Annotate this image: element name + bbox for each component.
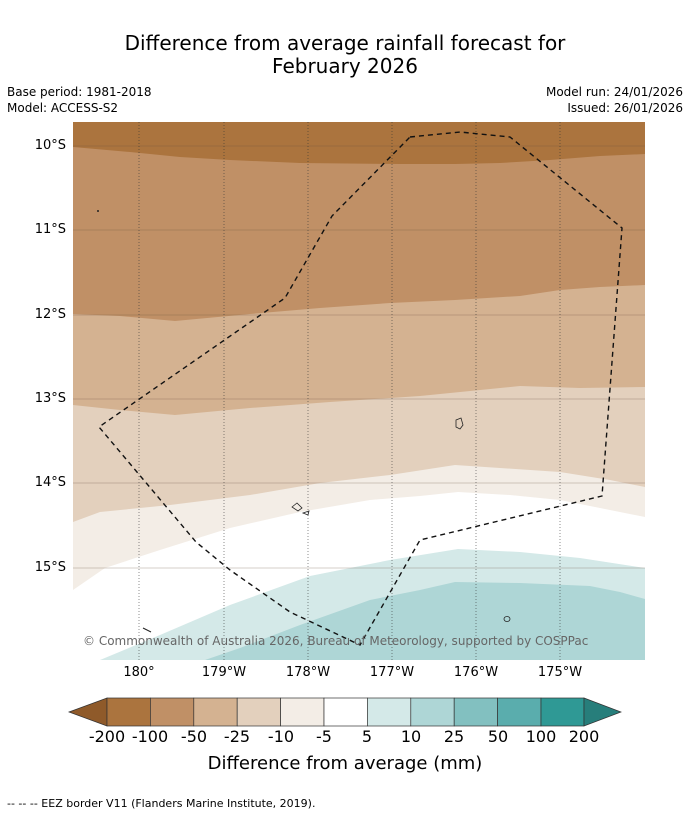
band-plus-10 <box>205 582 645 660</box>
cb-tick: 25 <box>443 727 465 746</box>
model-run: Model run: 24/01/2026 <box>545 85 683 99</box>
cb-tick: 200 <box>568 727 600 746</box>
cb-box-5 <box>280 697 325 727</box>
cb-box-7 <box>367 697 412 727</box>
cb-tick: 50 <box>487 727 509 746</box>
title-line-2: February 2026 <box>272 54 418 78</box>
cb-box-8 <box>410 697 455 727</box>
cb-box-4 <box>236 697 281 727</box>
cb-box-10 <box>497 697 542 727</box>
lon-label-176w: 176°W <box>453 665 499 680</box>
lat-label-15s: 15°S <box>34 560 66 575</box>
lat-gridlines <box>73 145 645 569</box>
eez-legend-note: -- -- -- EEZ border V11 (Flanders Marine… <box>7 797 316 810</box>
cb-tick: -100 <box>131 727 169 746</box>
lat-label-10s: 10°S <box>34 138 66 153</box>
model-name: Model: ACCESS-S2 <box>7 101 119 115</box>
meta-right: Model run: 24/01/2026 Issued: 26/01/2026 <box>546 84 683 116</box>
copyright-notice: © Commonwealth of Australia 2026, Bureau… <box>83 634 588 648</box>
island-3 <box>291 502 303 512</box>
cb-box-2 <box>150 697 195 727</box>
band-minus-200 <box>73 122 645 164</box>
lon-label-177w: 177°W <box>369 665 415 680</box>
colorbar-title: Difference from average (mm) <box>207 753 483 774</box>
lat-label-13s: 13°S <box>34 391 66 406</box>
lat-label-11s: 11°S <box>34 222 66 237</box>
band-minus-100 <box>73 122 645 321</box>
island-1 <box>97 210 99 212</box>
lon-label-178w: 178°W <box>285 665 331 680</box>
cb-box-1 <box>106 697 151 727</box>
cb-box-3 <box>193 697 238 727</box>
cb-tick: -5 <box>316 727 332 746</box>
cb-tick: -10 <box>267 727 295 746</box>
base-period: Base period: 1981-2018 <box>7 85 152 99</box>
cb-box-6 <box>323 697 368 727</box>
lat-label-14s: 14°S <box>34 475 66 490</box>
title-line-1: Difference from average rainfall forecas… <box>124 31 566 55</box>
cb-tick: 10 <box>400 727 422 746</box>
cb-extend-high <box>583 697 622 727</box>
colorbar <box>67 697 622 727</box>
island-6 <box>142 627 152 633</box>
island-2 <box>455 417 464 430</box>
issued-date: Issued: 26/01/2026 <box>567 101 683 115</box>
island-4 <box>301 510 310 516</box>
meta-left: Base period: 1981-2018 Model: ACCESS-S2 <box>7 84 152 116</box>
cb-tick: -25 <box>223 727 251 746</box>
island-5 <box>503 616 511 622</box>
cb-box-9 <box>453 697 498 727</box>
cb-box-11 <box>540 697 585 727</box>
lon-label-179w: 179°W <box>201 665 247 680</box>
cb-tick: 5 <box>361 727 373 746</box>
cb-tick: 100 <box>525 727 557 746</box>
chart-title: Difference from average rainfall forecas… <box>0 32 690 78</box>
cb-tick: -200 <box>88 727 126 746</box>
lon-label-175w: 175°W <box>537 665 583 680</box>
cb-extend-low <box>67 697 108 727</box>
map-area: © Commonwealth of Australia 2026, Bureau… <box>73 122 645 660</box>
lon-label-180: 180° <box>123 665 155 680</box>
cb-tick: -50 <box>180 727 208 746</box>
lat-label-12s: 12°S <box>34 307 66 322</box>
